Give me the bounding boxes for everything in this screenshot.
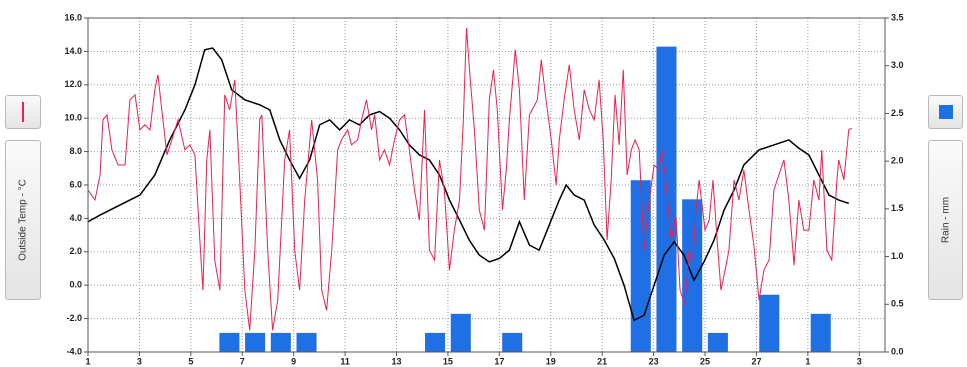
x-tick-label: 1 — [805, 356, 810, 366]
y-tick-label: 2.0 — [69, 246, 82, 256]
rain-bar — [425, 332, 446, 352]
rain-bar — [810, 313, 831, 352]
rain-bar — [656, 46, 677, 352]
y2-tick-label: 3.5 — [891, 12, 904, 22]
y-tick-label: -2.0 — [66, 313, 82, 323]
y-tick-label: -4.0 — [66, 346, 82, 356]
temp-axis-button[interactable]: Outside Temp - °C — [5, 140, 41, 300]
x-tick-label: 9 — [291, 356, 296, 366]
rain-bar — [270, 332, 291, 352]
y-tick-label: 0.0 — [69, 280, 82, 290]
y-tick-label: 16.0 — [64, 12, 82, 22]
temp-line — [87, 27, 853, 331]
y2-tick-label: 0.0 — [891, 346, 904, 356]
rain-axis-button[interactable]: Rain - mm — [928, 140, 963, 300]
rain-bar — [245, 332, 266, 352]
legend-label: Outside Temp - °C — [17, 179, 29, 261]
y2-tick-label: 1.0 — [891, 251, 904, 261]
y2-tick-label: 0.5 — [891, 299, 904, 309]
x-tick-label: 15 — [443, 356, 453, 366]
temp-legend-button[interactable] — [5, 95, 41, 129]
legend-label: Rain - mm — [940, 196, 951, 244]
rain-bar — [450, 313, 471, 352]
rain-bar — [707, 332, 728, 352]
legend-square-icon — [938, 105, 953, 119]
rain-legend-button[interactable] — [928, 95, 963, 129]
rain-bar — [759, 294, 780, 352]
y-tick-label: 4.0 — [69, 213, 82, 223]
x-tick-label: 11 — [340, 356, 350, 366]
x-tick-label: 25 — [700, 356, 710, 366]
y2-tick-label: 3.0 — [891, 60, 904, 70]
x-tick-label: 27 — [751, 356, 761, 366]
y2-tick-label: 2.5 — [891, 108, 904, 118]
x-tick-label: 1 — [85, 356, 90, 366]
y-tick-label: 6.0 — [69, 179, 82, 189]
x-tick-label: 23 — [649, 356, 659, 366]
x-tick-label: 19 — [546, 356, 556, 366]
rain-bar — [296, 332, 317, 352]
plot-frame — [87, 17, 886, 353]
y-tick-label: 10.0 — [64, 113, 82, 123]
x-tick-label: 3 — [857, 356, 862, 366]
x-tick-label: 5 — [188, 356, 193, 366]
rain-bar — [502, 332, 523, 352]
y-tick-label: 12.0 — [64, 79, 82, 89]
plot-frame — [87, 17, 886, 353]
x-tick-label: 17 — [494, 356, 504, 366]
x-tick-label: 13 — [392, 356, 402, 366]
y-tick-label: 8.0 — [69, 146, 82, 156]
rain-bar — [630, 180, 651, 352]
legend-line-icon — [22, 102, 24, 122]
x-tick-label: 21 — [597, 356, 607, 366]
x-tick-label: 3 — [137, 356, 142, 366]
temp-line — [87, 47, 849, 322]
x-tick-label: 7 — [240, 356, 245, 366]
rain-bar — [682, 199, 703, 352]
y2-tick-label: 2.0 — [891, 156, 904, 166]
y-tick-label: 14.0 — [64, 46, 82, 56]
rain-bar — [219, 332, 240, 352]
y2-tick-label: 1.5 — [891, 203, 904, 213]
